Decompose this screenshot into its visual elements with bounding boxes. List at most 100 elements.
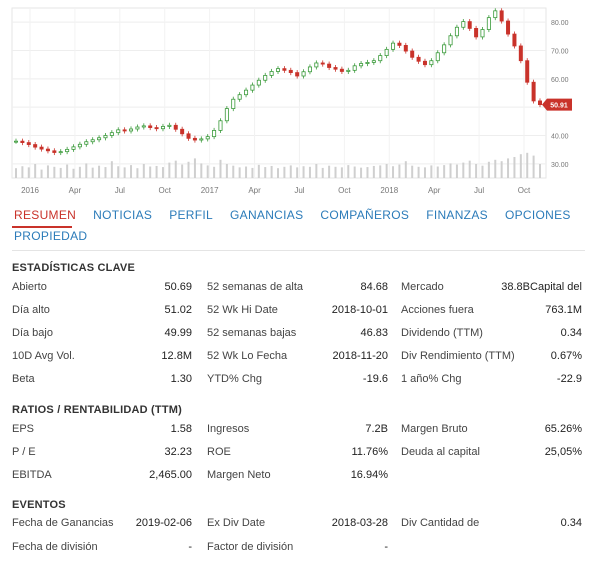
volume-bar	[46, 165, 49, 178]
candle-body	[205, 136, 210, 140]
tab-perfil[interactable]: PERFIL	[169, 208, 213, 222]
volume-bar	[34, 164, 37, 178]
volume-bar	[423, 167, 426, 178]
candle-body	[384, 48, 389, 56]
stat-row: 52 semanas bajas 46.83	[207, 324, 388, 342]
volume-bar	[264, 167, 267, 178]
volume-bar	[40, 169, 43, 178]
stat-label: Abierto	[12, 281, 47, 293]
current-price-label: 50.91	[550, 103, 568, 110]
volume-bar	[315, 164, 318, 178]
stat-label: 10D Avg Vol.	[12, 350, 75, 362]
candle-body	[346, 69, 351, 72]
stat-label: Dividendo (TTM)	[401, 327, 483, 339]
volume-bar	[251, 167, 254, 178]
candle-body	[538, 100, 543, 106]
candle-body	[422, 60, 427, 66]
stat-label: Div Cantidad de	[401, 517, 480, 529]
tab-finanzas[interactable]: FINANZAS	[426, 208, 488, 222]
plot-frame	[11, 7, 547, 179]
stat-row: Deuda al capital 25,05%	[401, 443, 582, 461]
candle-body	[493, 10, 498, 19]
stat-label: Acciones fuera	[401, 304, 474, 316]
volume-bar	[436, 166, 439, 178]
stat-label: Margen Bruto	[401, 423, 468, 435]
stat-row: 10D Avg Vol. 12.8M	[12, 347, 192, 365]
stat-value: 38.8BCapital del	[501, 281, 582, 293]
tab-compañeros[interactable]: COMPAÑEROS	[320, 208, 410, 222]
candle-body	[371, 60, 376, 63]
events-title: EVENTOS	[12, 499, 66, 511]
stat-row: P / E 32.23	[12, 443, 192, 461]
volume-bar	[270, 165, 273, 178]
stat-row: Acciones fuera 763.1M	[401, 301, 582, 319]
volume-bar	[494, 159, 497, 178]
stat-value: 0.67%	[550, 350, 582, 362]
candle-body	[327, 63, 332, 68]
candle-body	[333, 67, 338, 70]
candle-body	[359, 63, 364, 67]
candle-body	[531, 81, 536, 102]
stat-value: 46.83	[360, 327, 388, 339]
candle-body	[39, 146, 44, 150]
tab-ganancias[interactable]: GANANCIAS	[230, 208, 304, 222]
candle-body	[173, 124, 178, 130]
stat-value: -	[188, 541, 192, 553]
stat-row: 52 Wk Hi Date 2018-10-01	[207, 301, 388, 319]
volume-bar	[296, 167, 299, 178]
candle-body	[244, 89, 249, 96]
candle-body	[192, 137, 197, 141]
stat-value: 2019-02-06	[135, 517, 192, 529]
candle-body	[20, 140, 25, 143]
x-tick-label: Jul	[474, 186, 484, 195]
candle-body	[339, 68, 344, 72]
volume-bar	[366, 167, 369, 178]
candle-body	[71, 146, 76, 150]
tab-propiedad[interactable]: PROPIEDAD	[14, 229, 88, 243]
tab-opciones[interactable]: OPCIONES	[504, 208, 571, 222]
tab-noticias[interactable]: NOTICIAS	[93, 208, 153, 222]
x-tick-label: 2018	[380, 186, 398, 195]
volume-bar	[15, 168, 17, 178]
candle-body	[212, 129, 217, 138]
volume-bar	[104, 167, 107, 178]
stat-value: 49.99	[164, 327, 192, 339]
volume-bar	[193, 158, 196, 178]
stat-value: -	[384, 541, 388, 553]
volume-bar	[72, 168, 75, 178]
volume-bar	[168, 162, 171, 178]
ratios-title: RATIOS / RENTABILIDAD (TTM)	[12, 404, 182, 416]
volume-bar	[411, 165, 414, 178]
volume-bar	[219, 159, 222, 178]
stat-value: 2018-11-20	[332, 350, 388, 362]
candle-body	[474, 27, 479, 38]
candle-body	[461, 21, 466, 28]
stat-value: -19.6	[362, 373, 388, 385]
stat-label: Ingresos	[207, 423, 250, 435]
stat-label: 52 Wk Lo Fecha	[207, 350, 288, 362]
volume-bar	[372, 165, 375, 178]
volume-bar	[379, 165, 382, 178]
stat-row: Abierto 50.69	[12, 278, 192, 296]
stat-value: 0.34	[560, 517, 582, 529]
x-tick-label: Oct	[338, 186, 351, 195]
stat-row: 1 año% Chg -22.9	[401, 370, 582, 388]
stat-value: 50.69	[164, 281, 192, 293]
volume-bar	[487, 161, 490, 178]
stat-label: EBITDA	[12, 469, 52, 481]
x-tick-label: 2017	[201, 186, 219, 195]
volume-bar	[513, 157, 516, 178]
candle-body	[135, 126, 140, 130]
tab-resumen[interactable]: RESUMEN	[14, 208, 77, 222]
candle-body	[154, 127, 159, 130]
stat-row: Ex Div Date 2018-03-28	[207, 514, 388, 532]
volume-bar	[289, 165, 292, 178]
volume-bar	[328, 165, 331, 178]
candle-body	[160, 126, 165, 130]
candle-body	[199, 138, 204, 141]
volume-bar	[232, 165, 235, 178]
stat-row: Día alto 51.02	[12, 301, 192, 319]
candle-body	[167, 124, 172, 127]
volume-bar	[110, 161, 113, 178]
key-stats-title: ESTADÍSTICAS CLAVE	[12, 262, 135, 274]
